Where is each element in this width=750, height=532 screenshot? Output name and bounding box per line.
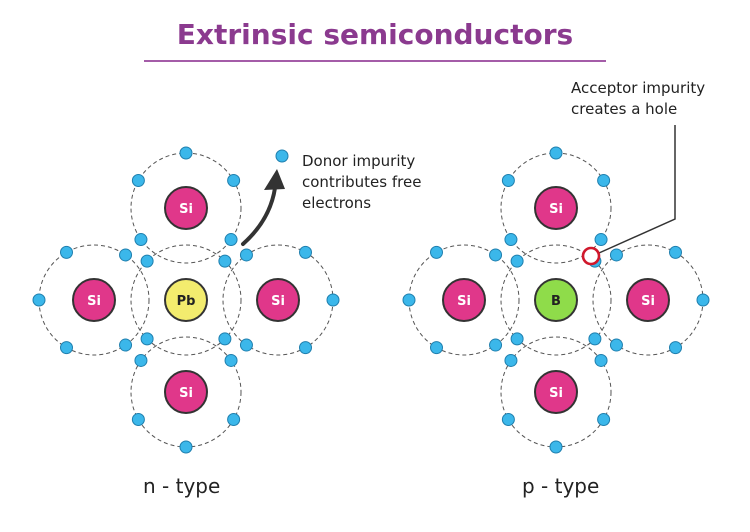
silicon-atom [626,278,670,322]
electron [134,353,148,367]
electron [119,248,133,262]
title-underline [144,60,606,62]
electron [227,413,241,426]
electron [504,233,518,247]
free-electron-arrowhead [264,169,285,190]
electron [669,341,682,355]
electron [430,245,443,259]
electron [510,254,524,268]
electron [696,293,710,307]
electron [60,341,73,355]
n-type-caption: n - type [143,474,221,498]
electron [239,248,253,262]
free-electron-arrow [241,186,277,246]
electron [218,332,232,346]
electron [224,233,238,247]
electron [594,353,608,367]
hole-marker [581,246,601,266]
electron-orbit [500,244,612,356]
electron [131,413,145,426]
electron [504,353,518,367]
electron-orbit [38,244,150,356]
electron [430,341,443,355]
electron [594,233,608,247]
electron-orbit [130,152,242,264]
electron [239,338,253,352]
silicon-atom [164,186,208,230]
electron [299,341,312,355]
electron [179,440,193,454]
electron [489,248,503,262]
n-type-lattice: Pb Si Si Si Si [32,146,340,454]
electron-orbit [130,244,242,356]
electron [609,338,623,352]
silicon-atom-label: Si [271,294,285,309]
electron [140,254,154,268]
impurity-atom-label: B [551,294,561,309]
electron [32,293,46,307]
electron [179,146,193,160]
impurity-atom [534,278,578,322]
electron [218,254,232,268]
free-electron [275,149,289,163]
electron [597,413,611,426]
silicon-atom [164,370,208,414]
page-title: Extrinsic semiconductors [176,18,574,51]
p-type-caption: p - type [522,474,600,498]
electron [597,174,611,187]
silicon-atom-label: Si [549,202,563,217]
electron-orbit [408,244,520,356]
silicon-atom [256,278,300,322]
silicon-atom-label: Si [179,386,193,401]
silicon-atom-label: Si [457,294,471,309]
electron [609,248,623,262]
electron [60,245,73,259]
electron [669,245,682,259]
electron-orbit [500,152,612,264]
electron [131,174,145,187]
donor-note-line: Donor impurity [302,152,416,170]
electron [402,293,416,307]
electron [549,440,563,454]
silicon-atom [442,278,486,322]
p-type-lattice: B Si Si Si Si [402,146,710,454]
electron [588,332,602,346]
electron [501,413,515,426]
donor-note: Donor impurity contributes free electron… [302,151,421,214]
silicon-atom [72,278,116,322]
electron [134,233,148,247]
silicon-atom-label: Si [179,202,193,217]
electron [299,245,312,259]
electron [510,332,524,346]
silicon-atom [534,186,578,230]
electron [224,353,238,367]
electron [119,338,133,352]
electron [549,146,563,160]
silicon-atom-label: Si [549,386,563,401]
donor-note-line: electrons [302,194,372,212]
acceptor-note-line: creates a hole [571,100,678,118]
silicon-atom-label: Si [641,294,655,309]
silicon-atom [534,370,578,414]
acceptor-note: Acceptor impurity creates a hole [571,78,705,120]
electron [140,332,154,346]
silicon-atom-label: Si [87,294,101,309]
electron [489,338,503,352]
hole-pointer-line [598,125,676,254]
impurity-atom-label: Pb [177,294,196,309]
electron [227,174,241,187]
electron [326,293,340,307]
electron [501,174,515,187]
impurity-atom [164,278,208,322]
donor-note-line: contributes free [302,173,422,191]
acceptor-note-line: Acceptor impurity [571,79,706,97]
